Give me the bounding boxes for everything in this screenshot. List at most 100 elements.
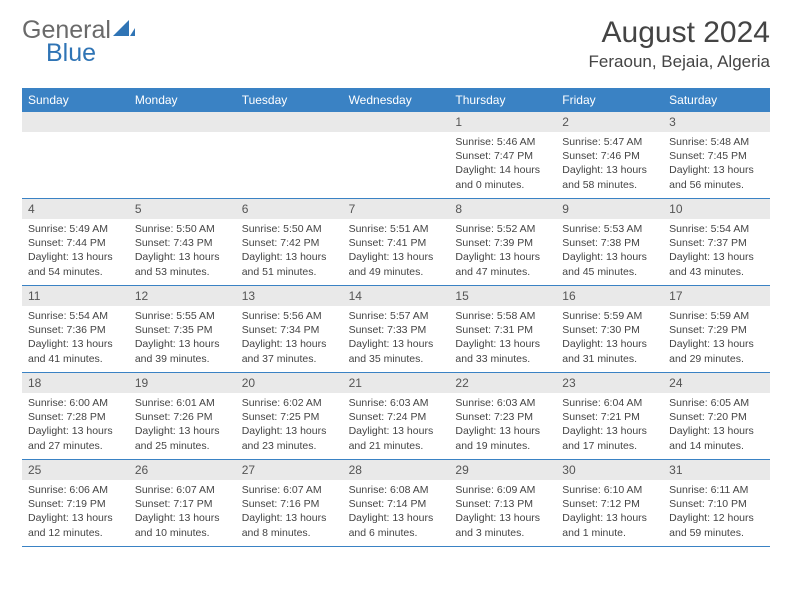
daylight-line: Daylight: 13 hours and 6 minutes.: [349, 511, 444, 539]
sunrise-line: Sunrise: 5:50 AM: [242, 222, 337, 236]
day-cell: [129, 112, 236, 198]
week-row: 18Sunrise: 6:00 AMSunset: 7:28 PMDayligh…: [22, 373, 770, 460]
day-header-tuesday: Tuesday: [236, 88, 343, 112]
day-number: 2: [556, 112, 663, 132]
day-cell: 13Sunrise: 5:56 AMSunset: 7:34 PMDayligh…: [236, 286, 343, 372]
sunrise-line: Sunrise: 6:01 AM: [135, 396, 230, 410]
day-cell: 1Sunrise: 5:46 AMSunset: 7:47 PMDaylight…: [449, 112, 556, 198]
daylight-line: Daylight: 13 hours and 10 minutes.: [135, 511, 230, 539]
sunset-line: Sunset: 7:25 PM: [242, 410, 337, 424]
day-header-row: Sunday Monday Tuesday Wednesday Thursday…: [22, 88, 770, 112]
sunset-line: Sunset: 7:46 PM: [562, 149, 657, 163]
sunset-line: Sunset: 7:19 PM: [28, 497, 123, 511]
daylight-line: Daylight: 13 hours and 56 minutes.: [669, 163, 764, 191]
day-number: [22, 112, 129, 132]
sunrise-line: Sunrise: 5:46 AM: [455, 135, 550, 149]
day-number: 7: [343, 199, 450, 219]
sun-info: Sunrise: 6:10 AMSunset: 7:12 PMDaylight:…: [556, 480, 663, 546]
day-cell: 5Sunrise: 5:50 AMSunset: 7:43 PMDaylight…: [129, 199, 236, 285]
weeks-container: 1 Sunrise: 5:46 AMSunset: 7:47 PM Daylight…: [22, 112, 770, 547]
day-cell: 21Sunrise: 6:03 AMSunset: 7:24 PMDayligh…: [343, 373, 450, 459]
day-header-monday: Monday: [129, 88, 236, 112]
week-row: 1 Sunrise: 5:46 AMSunset: 7:47 PM Daylight…: [22, 112, 770, 199]
daylight-line: Daylight: 13 hours and 33 minutes.: [455, 337, 550, 365]
day-header-thursday: Thursday: [449, 88, 556, 112]
sunrise-line: Sunrise: 6:03 AM: [455, 396, 550, 410]
sun-info: Sunrise: 6:06 AMSunset: 7:19 PMDaylight:…: [22, 480, 129, 546]
sun-info: Sunrise: 5:50 AMSunset: 7:42 PMDaylight:…: [236, 219, 343, 285]
sunset-line: Sunset: 7:24 PM: [349, 410, 444, 424]
day-number: 5: [129, 199, 236, 219]
day-number: 11: [22, 286, 129, 306]
day-cell: 3Sunrise: 5:48 AMSunset: 7:45 PMDaylight…: [663, 112, 770, 198]
sunset-line: Sunset: 7:31 PM: [455, 323, 550, 337]
day-number: 15: [449, 286, 556, 306]
sunset-line: Sunset: 7:29 PM: [669, 323, 764, 337]
day-number: 23: [556, 373, 663, 393]
sunset-line: Sunset: 7:47 PM: [455, 149, 550, 163]
day-cell: 25Sunrise: 6:06 AMSunset: 7:19 PMDayligh…: [22, 460, 129, 546]
sunset-line: Sunset: 7:38 PM: [562, 236, 657, 250]
sunrise-line: Sunrise: 6:03 AM: [349, 396, 444, 410]
day-number: 22: [449, 373, 556, 393]
sun-info: Sunrise: 6:03 AMSunset: 7:24 PMDaylight:…: [343, 393, 450, 459]
sunset-line: Sunset: 7:37 PM: [669, 236, 764, 250]
sunrise-line: Sunrise: 6:08 AM: [349, 483, 444, 497]
day-cell: 18Sunrise: 6:00 AMSunset: 7:28 PMDayligh…: [22, 373, 129, 459]
day-cell: 19Sunrise: 6:01 AMSunset: 7:26 PMDayligh…: [129, 373, 236, 459]
day-number: 20: [236, 373, 343, 393]
daylight-line: Daylight: 13 hours and 37 minutes.: [242, 337, 337, 365]
sunrise-line: Sunrise: 6:07 AM: [242, 483, 337, 497]
sunset-line: Sunset: 7:23 PM: [455, 410, 550, 424]
daylight-line: Daylight: 13 hours and 17 minutes.: [562, 424, 657, 452]
logo: General Blue: [22, 16, 135, 74]
sun-info: Sunrise: 5:50 AMSunset: 7:43 PMDaylight:…: [129, 219, 236, 285]
sunrise-line: Sunrise: 5:59 AM: [669, 309, 764, 323]
day-header-wednesday: Wednesday: [343, 88, 450, 112]
daylight-line: Daylight: 13 hours and 1 minute.: [562, 511, 657, 539]
daylight-line: Daylight: 13 hours and 41 minutes.: [28, 337, 123, 365]
daylight-line: Daylight: 13 hours and 21 minutes.: [349, 424, 444, 452]
day-cell: 26Sunrise: 6:07 AMSunset: 7:17 PMDayligh…: [129, 460, 236, 546]
day-cell: 30Sunrise: 6:10 AMSunset: 7:12 PMDayligh…: [556, 460, 663, 546]
day-number: [129, 112, 236, 132]
daylight-line: Daylight: 13 hours and 27 minutes.: [28, 424, 123, 452]
daylight-line: Daylight: 13 hours and 45 minutes.: [562, 250, 657, 278]
daylight-line: Daylight: 13 hours and 12 minutes.: [28, 511, 123, 539]
day-cell: 4Sunrise: 5:49 AMSunset: 7:44 PMDaylight…: [22, 199, 129, 285]
daylight-line: Daylight: 12 hours and 59 minutes.: [669, 511, 764, 539]
sunrise-line: Sunrise: 5:49 AM: [28, 222, 123, 236]
day-cell: 24Sunrise: 6:05 AMSunset: 7:20 PMDayligh…: [663, 373, 770, 459]
day-number: 4: [22, 199, 129, 219]
sun-info: Sunrise: 5:48 AMSunset: 7:45 PMDaylight:…: [663, 132, 770, 198]
day-cell: 11Sunrise: 5:54 AMSunset: 7:36 PMDayligh…: [22, 286, 129, 372]
sunrise-line: Sunrise: 6:10 AM: [562, 483, 657, 497]
sunrise-line: Sunrise: 6:05 AM: [669, 396, 764, 410]
sunset-line: Sunset: 7:36 PM: [28, 323, 123, 337]
sun-info: Sunrise: 5:57 AMSunset: 7:33 PMDaylight:…: [343, 306, 450, 372]
day-cell: 31Sunrise: 6:11 AMSunset: 7:10 PMDayligh…: [663, 460, 770, 546]
sunset-line: Sunset: 7:16 PM: [242, 497, 337, 511]
day-cell: 27Sunrise: 6:07 AMSunset: 7:16 PMDayligh…: [236, 460, 343, 546]
day-cell: 9Sunrise: 5:53 AMSunset: 7:38 PMDaylight…: [556, 199, 663, 285]
day-number: 12: [129, 286, 236, 306]
title-block: August 2024 Feraoun, Bejaia, Algeria: [589, 16, 770, 72]
daylight-line: Daylight: 13 hours and 47 minutes.: [455, 250, 550, 278]
day-cell: 12Sunrise: 5:55 AMSunset: 7:35 PMDayligh…: [129, 286, 236, 372]
daylight-line: Daylight: 13 hours and 54 minutes.: [28, 250, 123, 278]
day-number: 16: [556, 286, 663, 306]
day-number: 3: [663, 112, 770, 132]
day-number: 1: [449, 112, 556, 132]
sunrise-line: Sunrise: 5:54 AM: [669, 222, 764, 236]
sunset-line: Sunset: 7:42 PM: [242, 236, 337, 250]
day-number: 21: [343, 373, 450, 393]
sun-info: Sunrise: 5:59 AMSunset: 7:29 PMDaylight:…: [663, 306, 770, 372]
day-number: 6: [236, 199, 343, 219]
logo-text: General Blue: [22, 16, 135, 74]
daylight-line: Daylight: 13 hours and 3 minutes.: [455, 511, 550, 539]
day-header-sunday: Sunday: [22, 88, 129, 112]
month-title: August 2024: [589, 16, 770, 50]
sun-info: Sunrise: 6:05 AMSunset: 7:20 PMDaylight:…: [663, 393, 770, 459]
sun-info: Sunrise: 6:08 AMSunset: 7:14 PMDaylight:…: [343, 480, 450, 546]
location-text: Feraoun, Bejaia, Algeria: [589, 52, 770, 72]
